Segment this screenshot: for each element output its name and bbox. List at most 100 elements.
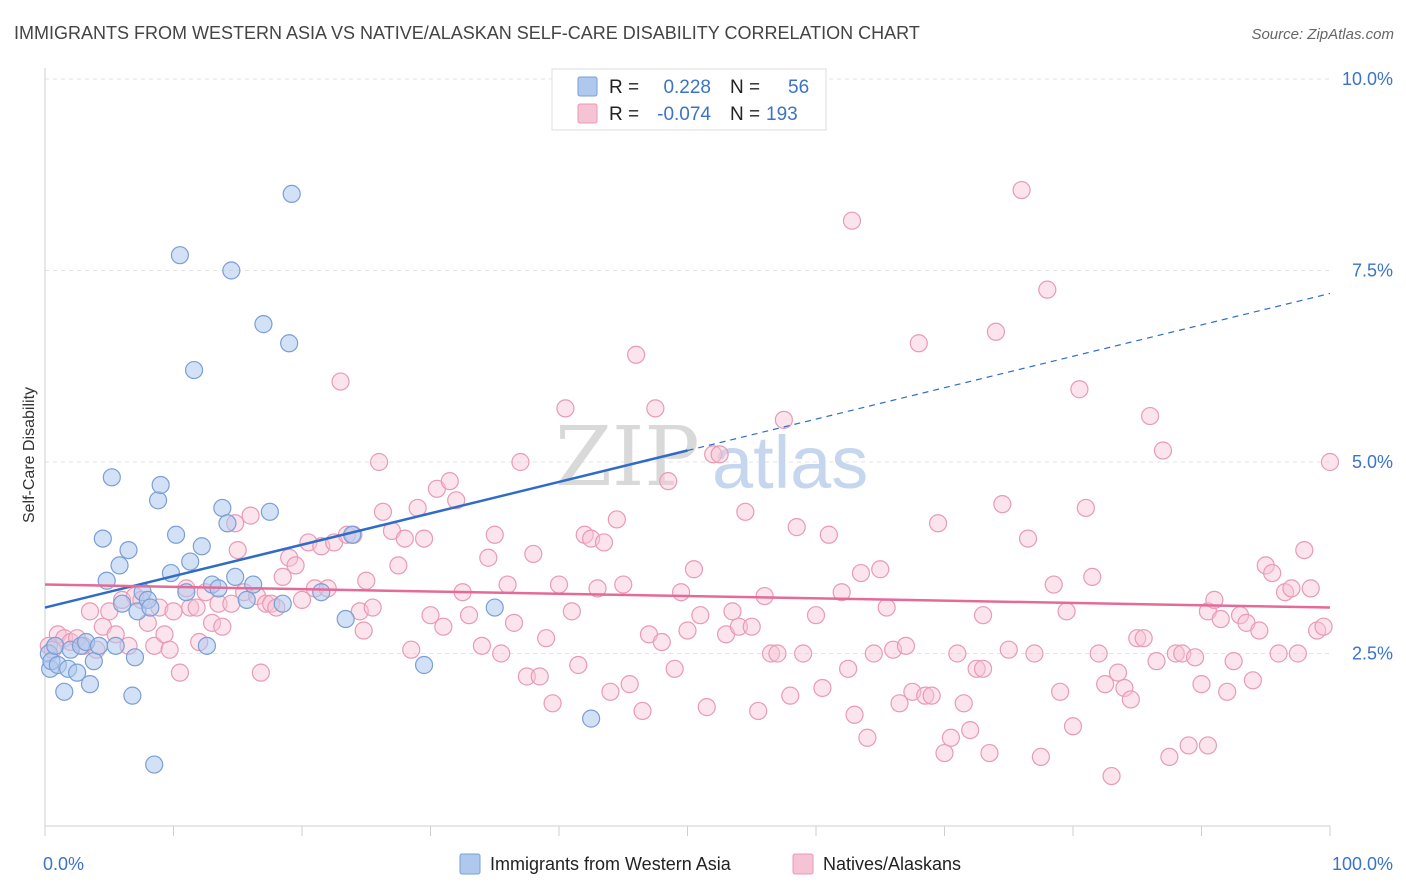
data-point — [842, 211, 862, 230]
data-point — [218, 514, 237, 533]
data-point — [1205, 590, 1224, 609]
data-point — [251, 663, 270, 682]
data-point — [864, 644, 883, 663]
data-point — [601, 682, 620, 701]
data-point — [1198, 736, 1218, 755]
data-point — [980, 743, 999, 763]
data-point — [170, 246, 190, 265]
data-point — [967, 659, 986, 678]
data-point — [928, 514, 948, 533]
data-point — [768, 644, 787, 663]
trend-lines — [44, 292, 1331, 609]
data-point — [839, 659, 858, 678]
data-point — [961, 720, 980, 740]
data-point — [704, 445, 723, 464]
watermark-zip: ZIP — [555, 410, 700, 505]
data-point — [659, 472, 678, 491]
data-point — [569, 655, 588, 675]
data-point — [588, 579, 607, 598]
x-tick-label: 100.0% — [1332, 854, 1393, 874]
y-tick-label: 10.0% — [1342, 69, 1393, 89]
data-point — [202, 613, 222, 632]
data-point — [440, 472, 459, 491]
data-point — [485, 525, 504, 544]
data-point — [922, 686, 941, 705]
data-point — [935, 743, 954, 763]
data-point — [1070, 380, 1089, 399]
data-point — [723, 602, 742, 621]
chart-source: Source: ZipAtlas.com — [1251, 26, 1394, 43]
data-point — [877, 598, 896, 617]
data-point — [537, 629, 556, 648]
data-point — [851, 563, 871, 583]
data-point — [787, 518, 806, 537]
y-tick-label: 7.5% — [1352, 261, 1393, 281]
data-point — [1243, 671, 1263, 690]
data-point — [254, 315, 273, 334]
data-point — [1282, 579, 1301, 598]
data-point — [80, 675, 100, 694]
data-point — [192, 537, 211, 556]
data-point — [363, 598, 382, 617]
data-point — [530, 667, 549, 686]
data-point — [123, 686, 142, 705]
data-point — [948, 644, 967, 663]
data-point — [1057, 602, 1076, 621]
data-point — [151, 475, 170, 495]
data-point — [187, 598, 206, 617]
series-legend-swatch-blue — [459, 853, 481, 875]
data-point — [260, 502, 279, 521]
data-point — [1147, 652, 1166, 671]
data-point — [890, 694, 909, 713]
data-point — [492, 644, 511, 663]
data-point — [1063, 717, 1083, 736]
legend-r-label: R = — [609, 104, 639, 125]
legend-n-value: 56 — [788, 77, 809, 98]
data-point — [1134, 629, 1153, 648]
series-legend-label: Natives/Alaskans — [823, 854, 961, 874]
data-point — [414, 529, 434, 548]
series-legend: Immigrants from Western Asia Natives/Ala… — [459, 853, 961, 875]
data-point — [755, 586, 774, 606]
data-point — [1218, 682, 1237, 701]
data-point — [141, 598, 160, 617]
data-point — [909, 334, 928, 353]
data-point — [1031, 747, 1050, 767]
data-point — [607, 510, 626, 529]
series-legend-label: Immigrants from Western Asia — [490, 854, 732, 874]
data-point — [145, 755, 164, 774]
data-point — [472, 636, 491, 655]
data-point — [213, 498, 232, 518]
data-point — [1160, 747, 1179, 767]
data-point — [389, 556, 408, 575]
data-point — [1128, 629, 1147, 648]
data-point — [181, 552, 200, 571]
data-point — [710, 445, 729, 464]
data-point — [273, 594, 292, 613]
data-point — [614, 575, 633, 594]
data-point — [112, 594, 132, 613]
y-tick-label: 5.0% — [1352, 452, 1393, 472]
data-point — [1250, 621, 1269, 640]
data-point — [1108, 663, 1128, 682]
data-point — [84, 652, 103, 671]
data-point — [414, 655, 434, 675]
legend-r-label: R = — [609, 77, 639, 98]
data-point — [1115, 678, 1134, 698]
data-point — [761, 644, 781, 663]
data-point — [164, 602, 183, 621]
data-point — [226, 567, 245, 587]
data-point — [213, 617, 232, 636]
data-point — [678, 621, 697, 640]
data-point — [806, 606, 826, 625]
data-point — [1044, 575, 1063, 594]
data-point — [1192, 675, 1211, 694]
data-point — [89, 636, 109, 655]
data-point — [1263, 563, 1282, 583]
data-point — [1038, 280, 1057, 299]
series-immigrants-western-asia — [39, 184, 601, 774]
data-point — [858, 728, 877, 747]
data-point — [1025, 644, 1044, 663]
data-point — [370, 452, 389, 472]
data-point — [1076, 498, 1095, 518]
